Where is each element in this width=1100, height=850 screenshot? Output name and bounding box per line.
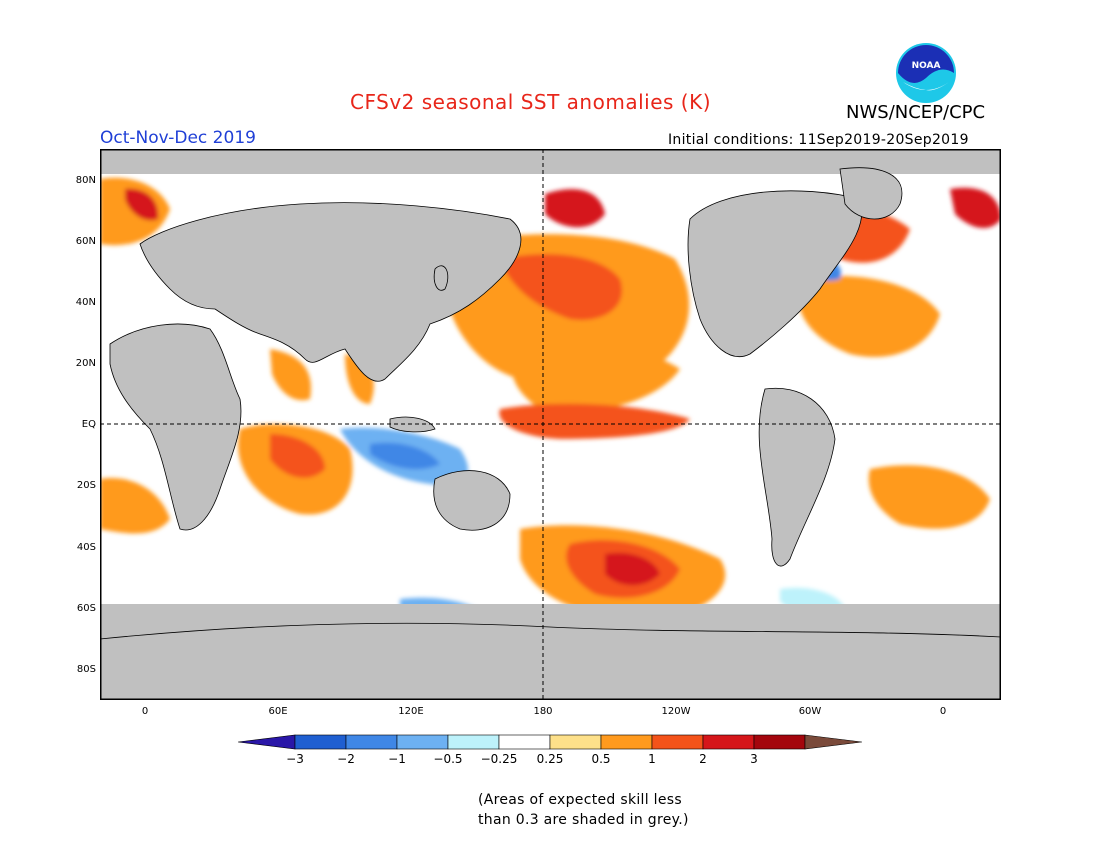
anomaly-shading <box>100 177 1001 626</box>
lat-label: 40N <box>75 297 96 308</box>
agency-label: NWS/NCEP/CPC <box>846 102 986 123</box>
lon-label: 120W <box>661 706 691 717</box>
legend-swatch <box>447 734 500 750</box>
legend-swatch <box>396 734 449 750</box>
footnote-line-2: than 0.3 are shaded in grey.) <box>478 812 689 828</box>
lat-label: 40S <box>76 542 96 553</box>
lon-label: 180 <box>533 706 553 717</box>
legend-tick-label: 2 <box>699 752 707 766</box>
season-label: Oct-Nov-Dec 2019 <box>100 128 256 148</box>
lat-label: 80N <box>75 175 96 186</box>
legend-swatch <box>600 734 653 750</box>
legend-swatch <box>753 734 806 750</box>
legend-swatch <box>294 734 347 750</box>
legend-swatch <box>345 734 398 750</box>
legend-tick-label: −3 <box>286 752 304 766</box>
legend-swatch <box>498 734 551 750</box>
color-legend-bar <box>238 734 862 750</box>
lon-label: 0 <box>141 706 149 717</box>
lat-label: EQ <box>81 419 96 430</box>
lat-label: 60S <box>76 603 96 614</box>
svg-text:NOAA: NOAA <box>912 61 941 71</box>
chart-title: CFSv2 seasonal SST anomalies (K) <box>350 90 711 114</box>
sst-anomaly-map <box>100 149 1001 700</box>
initial-conditions-label: Initial conditions: 11Sep2019-20Sep2019 <box>668 132 969 148</box>
lon-label: 60E <box>268 706 288 717</box>
legend-tick-label: −1 <box>388 752 406 766</box>
lat-label: 80S <box>76 664 96 675</box>
legend-tick-label: 1 <box>648 752 656 766</box>
legend-tick-label: −0.25 <box>480 752 518 766</box>
lon-label: 0 <box>939 706 947 717</box>
lon-label: 120E <box>398 706 424 717</box>
land-masses <box>100 167 1001 700</box>
footnote-line-1: (Areas of expected skill less <box>478 792 682 808</box>
lon-label: 60W <box>798 706 822 717</box>
legend-swatch <box>804 734 862 750</box>
legend-swatch <box>651 734 704 750</box>
legend-tick-label: 0.25 <box>536 752 564 766</box>
legend-tick-label: 0.5 <box>591 752 611 766</box>
legend-swatch <box>702 734 755 750</box>
lat-label: 60N <box>75 236 96 247</box>
legend-tick-label: −2 <box>337 752 355 766</box>
noaa-logo-icon: NOAA <box>896 43 956 103</box>
legend-tick-label: 3 <box>750 752 758 766</box>
lat-label: 20N <box>75 358 96 369</box>
legend-swatch <box>238 734 296 750</box>
lat-label: 20S <box>76 480 96 491</box>
legend-swatch <box>549 734 602 750</box>
legend-tick-label: −0.5 <box>433 752 463 766</box>
